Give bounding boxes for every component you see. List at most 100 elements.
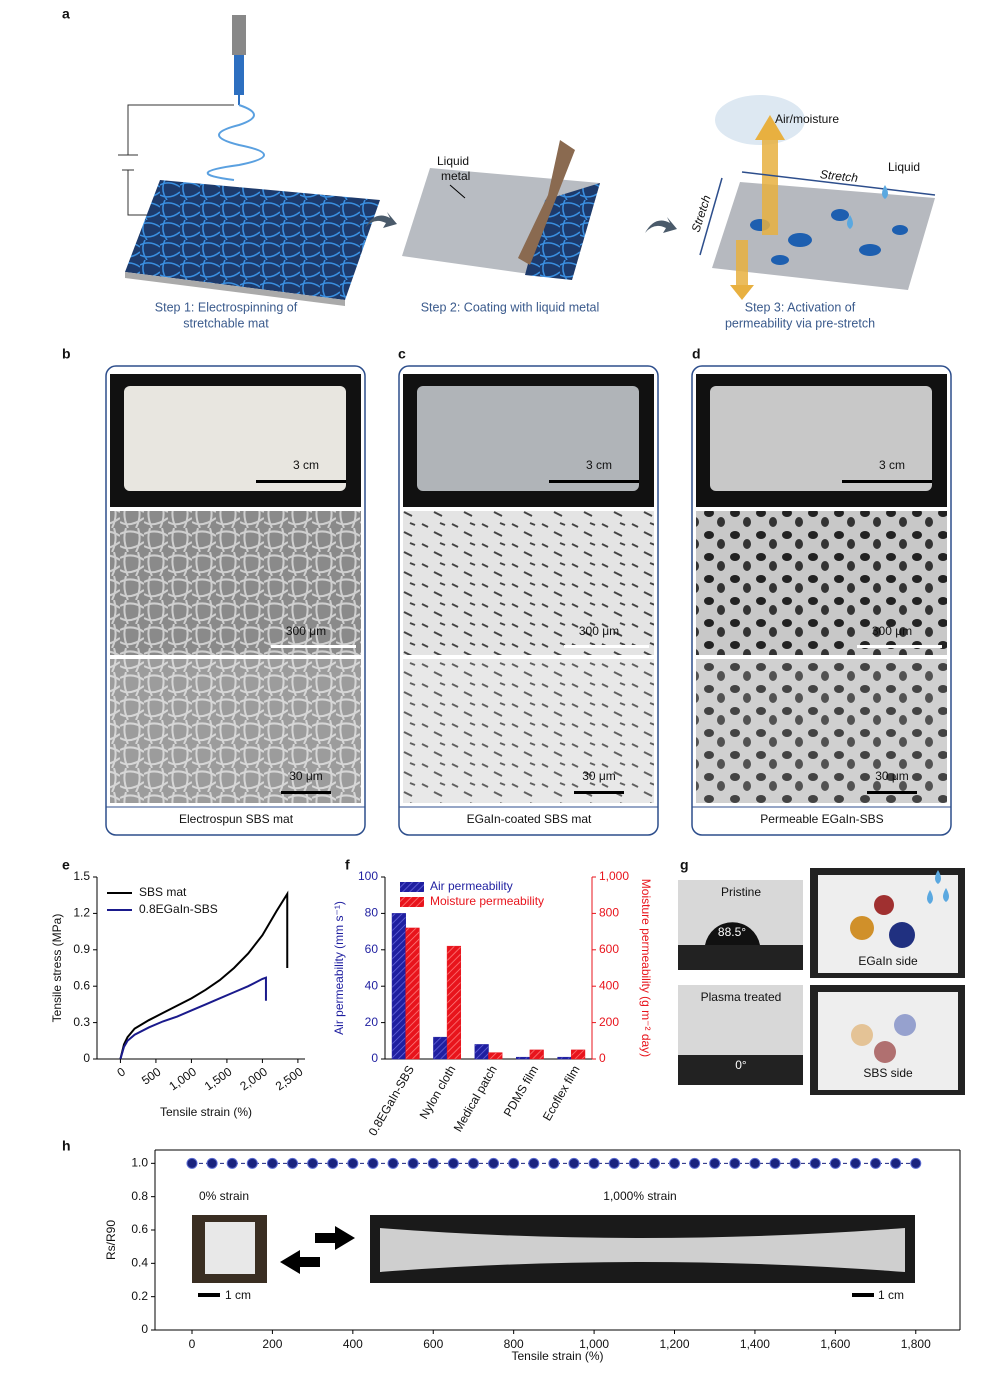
point — [307, 1157, 319, 1169]
step-caption: Step 1: Electrospinning of — [155, 300, 298, 314]
series-line — [119, 976, 267, 1060]
annotation: metal — [441, 169, 470, 183]
point — [749, 1157, 761, 1169]
point — [287, 1157, 299, 1169]
point — [226, 1157, 238, 1169]
x-axis-label: Tensile strain (%) — [511, 1349, 603, 1363]
step2-illustration — [402, 140, 600, 280]
annotation: Air/moisture — [775, 112, 839, 126]
bar — [474, 1044, 489, 1060]
sem-image — [110, 659, 361, 803]
scale-bar — [867, 791, 917, 794]
step-caption: stretchable mat — [183, 316, 269, 330]
step-caption: Step 2: Coating with liquid metal — [421, 300, 600, 314]
point — [508, 1157, 520, 1169]
panel-g — [678, 868, 965, 1095]
point — [488, 1157, 500, 1169]
x-tick-label: 1,400 — [740, 1337, 770, 1351]
point — [689, 1157, 701, 1169]
sample — [710, 386, 932, 491]
y-tick-label: 0.9 — [73, 942, 90, 956]
panel-label: c — [398, 346, 406, 362]
bar — [515, 1056, 531, 1060]
x-tick-label: Medical patch — [451, 1063, 500, 1134]
point — [870, 1157, 882, 1169]
y-tick-label: 0.6 — [131, 1222, 148, 1236]
y-tick-label: 0.2 — [131, 1289, 148, 1303]
bar — [529, 1049, 544, 1060]
x-tick-label: Ecoflex film — [540, 1063, 583, 1123]
x-axis-label: Tensile strain (%) — [160, 1105, 252, 1119]
step3-illustration — [699, 95, 936, 300]
x-tick-label: 2,500 — [273, 1064, 306, 1093]
x-tick-label: 200 — [262, 1337, 282, 1351]
step-caption: Step 3: Activation of — [745, 300, 856, 314]
y-tick-label: 0.6 — [73, 978, 90, 992]
annotation: Liquid — [437, 154, 469, 168]
x-tick-label: 600 — [423, 1337, 443, 1351]
point — [910, 1157, 922, 1169]
scale-label: 30 μm — [875, 769, 909, 783]
scale-bar — [857, 645, 942, 648]
y-tick-label: 0.3 — [73, 1015, 90, 1029]
y2-tick-label: 800 — [599, 906, 619, 920]
x-tick-label: 400 — [343, 1337, 363, 1351]
y2-axis-label: Moisture permeability (g m⁻² day) — [639, 879, 653, 1057]
point — [367, 1157, 379, 1169]
panel-label: f — [345, 857, 350, 873]
x-tick-label: 1,200 — [659, 1337, 689, 1351]
x-tick-label: 1,600 — [820, 1337, 850, 1351]
panel-label: h — [62, 1138, 71, 1154]
panel-label: d — [692, 346, 701, 362]
legend-label: Moisture permeability — [430, 894, 544, 908]
panel-caption: Permeable EGaIn-SBS — [760, 812, 883, 826]
bar — [405, 927, 420, 1060]
y-tick-label: 1.0 — [131, 1156, 148, 1170]
panel-caption: EGaIn-coated SBS mat — [467, 812, 592, 826]
sem-image — [110, 511, 361, 655]
bar — [557, 1056, 572, 1060]
panel-label: e — [62, 857, 70, 873]
bar — [488, 1052, 503, 1060]
panel-label: g — [680, 857, 689, 873]
y-tick-label: 80 — [365, 906, 379, 920]
x-tick-label: 1,800 — [901, 1337, 931, 1351]
scale-label: 3 cm — [879, 458, 905, 472]
point — [387, 1157, 399, 1169]
image-label: 88.5° — [718, 925, 746, 939]
point — [829, 1157, 841, 1169]
point — [608, 1157, 620, 1169]
legend-swatch — [400, 882, 424, 892]
step1-illustration — [118, 15, 380, 306]
y-tick-label: 100 — [358, 869, 378, 883]
point — [347, 1157, 359, 1169]
x-tick-label: 1,500 — [202, 1064, 235, 1093]
panel-frame — [105, 365, 366, 836]
image-label: Pristine — [721, 885, 761, 899]
point — [186, 1157, 198, 1169]
scale-bar — [271, 645, 356, 648]
x-tick-label: 500 — [139, 1064, 164, 1087]
point — [648, 1157, 660, 1169]
annotation: Stretch — [689, 193, 714, 234]
x-tick-label: 2,000 — [237, 1064, 270, 1093]
scale-label: 300 μm — [579, 624, 619, 638]
sample — [124, 386, 346, 491]
y-tick-label: 0 — [141, 1322, 148, 1336]
scale-label: 30 μm — [289, 769, 323, 783]
y-tick-label: 60 — [365, 942, 379, 956]
bar — [433, 1036, 448, 1060]
y2-tick-label: 400 — [599, 978, 619, 992]
y2-tick-label: 1,000 — [599, 869, 629, 883]
scale-bar — [256, 480, 346, 483]
scale-bar — [574, 791, 624, 794]
image-label: EGaIn side — [858, 954, 918, 968]
scale-bar — [549, 480, 639, 483]
image-label: Plasma treated — [701, 990, 782, 1004]
x-tick-label: PDMS film — [501, 1063, 541, 1119]
image-label: 0° — [735, 1058, 747, 1072]
point — [769, 1157, 781, 1169]
y2-tick-label: 0 — [599, 1051, 606, 1065]
scale-bar — [842, 480, 932, 483]
